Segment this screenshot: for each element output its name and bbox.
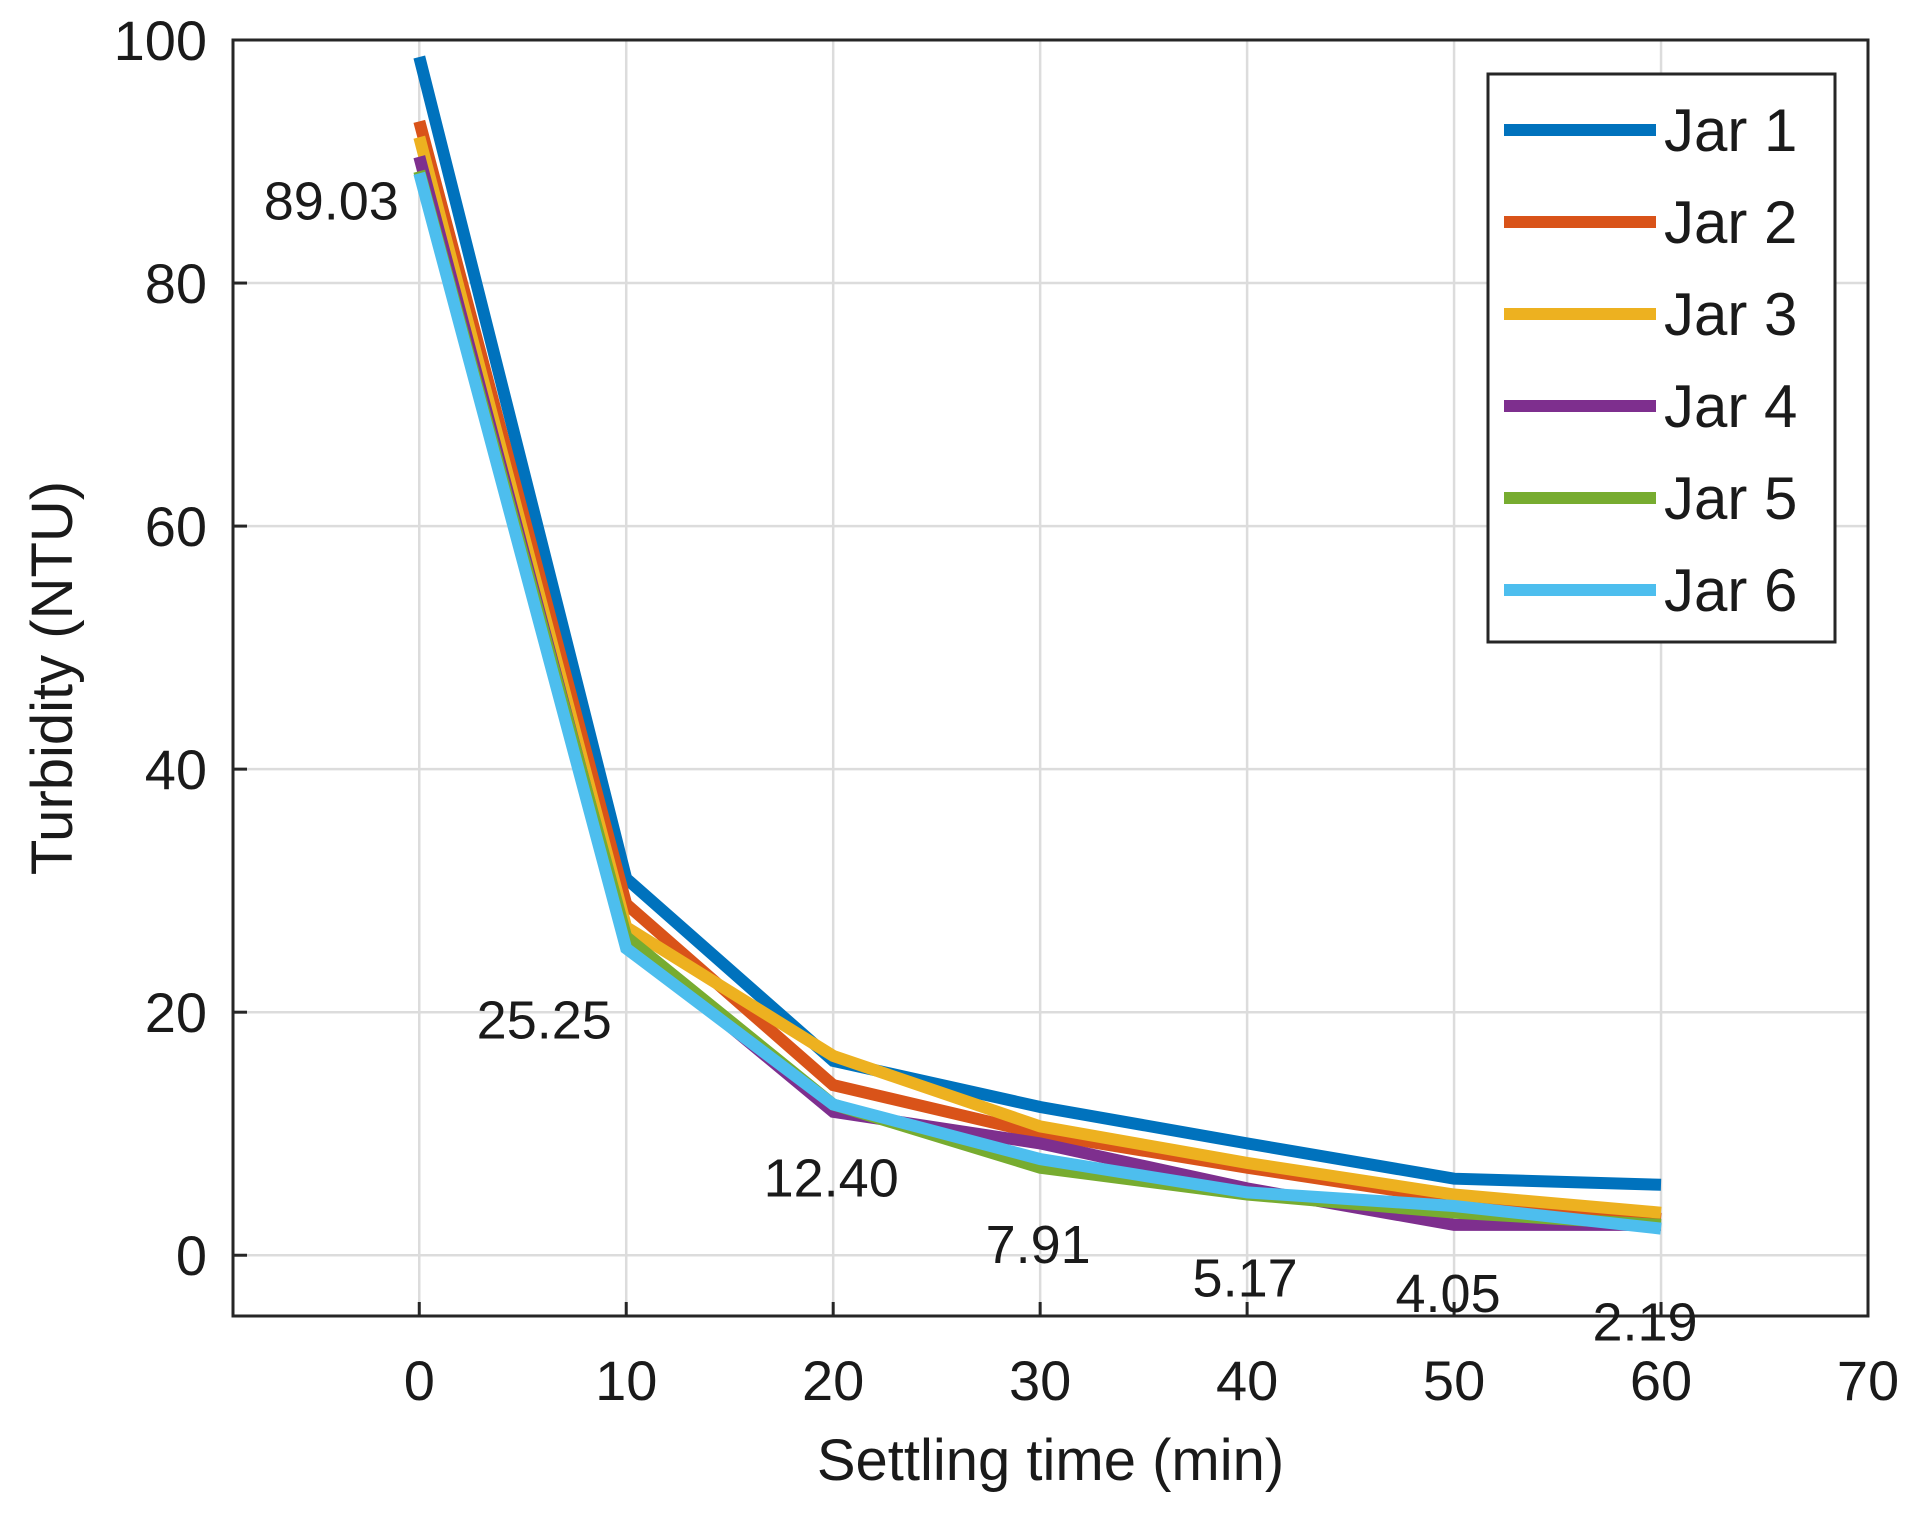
legend-box [1486, 72, 1837, 644]
x-tick-label: 70 [1837, 1349, 1899, 1412]
data-label-20-min: 12.40 [764, 1149, 899, 1209]
y-tick-label: 40 [145, 738, 207, 801]
x-tick-label: 10 [595, 1349, 657, 1412]
legend-label-jar-2: Jar 2 [1664, 189, 1797, 256]
data-label-0-min: 89.03 [264, 171, 399, 231]
y-tick-label: 80 [145, 252, 207, 315]
data-label-40-min: 5.17 [1193, 1248, 1298, 1308]
x-axis-label: Settling time (min) [817, 1428, 1284, 1493]
tick-layer: 0 10 20 30 40 50 60 70 0 20 40 60 80 100 [114, 9, 1900, 1412]
legend: Jar 1 Jar 2 Jar 3 Jar 4 Jar 5 Jar 6 [1486, 72, 1837, 644]
legend-label-jar-4: Jar 4 [1664, 373, 1797, 440]
legend-label-jar-1: Jar 1 [1664, 97, 1797, 164]
data-label-50-min: 4.05 [1396, 1264, 1501, 1324]
series-line-jar-6 [413, 171, 1662, 1235]
legend-label-jar-3: Jar 3 [1664, 281, 1797, 348]
x-tick-label: 20 [802, 1349, 864, 1412]
x-tick-label: 40 [1216, 1349, 1278, 1412]
data-label-60-min: 2.19 [1592, 1293, 1697, 1353]
series-line-jar-1 [413, 55, 1662, 1191]
y-tick-label: 0 [176, 1224, 207, 1287]
x-tick-label: 50 [1423, 1349, 1485, 1412]
legend-label-jar-6: Jar 6 [1664, 557, 1797, 624]
x-tick-label: 0 [404, 1349, 435, 1412]
y-axis-label: Turbidity (NTU) [20, 481, 85, 875]
x-tick-label: 30 [1009, 1349, 1071, 1412]
legend-label-jar-5: Jar 5 [1664, 465, 1797, 532]
data-label-30-min: 7.91 [986, 1215, 1091, 1275]
x-tick-label: 60 [1630, 1349, 1692, 1412]
annotation-layer: 89.03 25.25 12.40 7.91 5.17 4.05 2.19 [264, 171, 1698, 1352]
plot-frame [231, 38, 1870, 1318]
y-tick-label: 100 [114, 9, 207, 72]
data-label-10-min: 25.25 [477, 990, 612, 1050]
series-layer [413, 55, 1662, 1235]
y-tick-label: 60 [145, 495, 207, 558]
y-tick-label: 20 [145, 981, 207, 1044]
